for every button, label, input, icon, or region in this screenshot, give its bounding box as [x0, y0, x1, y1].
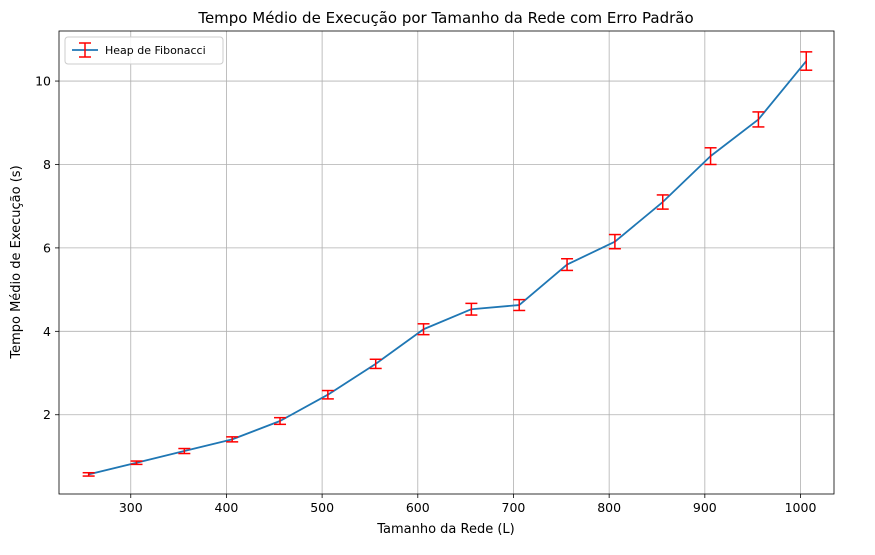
error-bar: [800, 51, 813, 71]
y-tick-label: 8: [43, 157, 51, 172]
legend: Heap de Fibonacci: [64, 36, 224, 65]
x-tick-label: 800: [597, 500, 621, 515]
error-bar: [417, 323, 430, 336]
legend-marker: [72, 42, 98, 58]
grid: [59, 31, 834, 494]
error-bar: [274, 416, 287, 426]
error-bar: [321, 389, 334, 400]
error-bar: [82, 471, 95, 477]
error-bar: [752, 111, 765, 128]
error-bar: [226, 436, 239, 443]
error-bar: [130, 460, 143, 466]
error-bar: [369, 358, 382, 370]
legend-box: [64, 36, 224, 65]
y-tick-label: 4: [43, 324, 51, 339]
error-bar: [561, 257, 574, 272]
plot-area-frame: [58, 30, 835, 495]
error-bar: [465, 302, 478, 316]
x-tick-label: 700: [502, 500, 526, 515]
legend-label: Heap de Fibonacci: [105, 44, 206, 57]
error-bar: [513, 298, 526, 312]
axis-ticks: 300 400 500 600 700 800 900 1000 2 4 6 8 10: [35, 74, 816, 515]
y-tick-label: 2: [43, 407, 51, 422]
x-axis-title: Tamanho da Rede (L): [376, 522, 515, 537]
chart-title: Tempo Médio de Execução por Tamanho da R…: [197, 9, 693, 27]
y-tick-label: 6: [43, 240, 51, 255]
error-bar: [178, 447, 191, 455]
x-tick-label: 1000: [785, 500, 817, 515]
x-tick-label: 500: [310, 500, 334, 515]
data-layer: [82, 51, 813, 477]
x-tick-label: 600: [406, 500, 430, 515]
x-tick-label: 300: [119, 500, 143, 515]
error-bar: [608, 233, 621, 250]
error-bar: [656, 194, 669, 210]
y-axis-title: Tempo Médio de Execução (s): [9, 165, 24, 359]
y-tick-label: 10: [35, 74, 51, 89]
error-bar: [704, 147, 717, 166]
series-line: [88, 60, 807, 476]
x-tick-label: 400: [215, 500, 239, 515]
x-tick-label: 900: [693, 500, 717, 515]
